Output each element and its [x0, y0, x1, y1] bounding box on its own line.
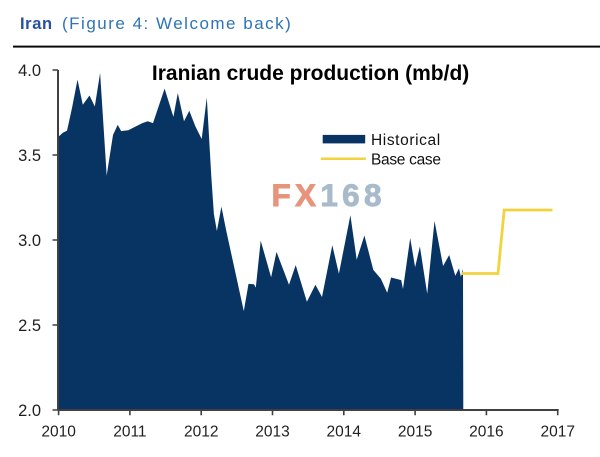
svg-text:4.0: 4.0 [18, 62, 41, 80]
svg-text:2015: 2015 [398, 423, 432, 440]
svg-text:2013: 2013 [255, 423, 289, 440]
svg-text:2017: 2017 [540, 423, 574, 440]
svg-text:2010: 2010 [41, 423, 76, 440]
svg-text:2012: 2012 [184, 423, 218, 440]
svg-text:2014: 2014 [327, 423, 362, 440]
svg-text:3.5: 3.5 [18, 147, 41, 165]
svg-text:2011: 2011 [113, 423, 146, 440]
svg-text:Iranian crude production (mb/d: Iranian crude production (mb/d) [152, 62, 469, 85]
svg-text:Iran: Iran [20, 15, 53, 33]
svg-text:(Figure 4: Welcome back): (Figure 4: Welcome back) [62, 14, 292, 33]
svg-text:FX168: FX168 [272, 177, 386, 213]
svg-text:3.0: 3.0 [18, 232, 41, 250]
svg-text:Historical: Historical [371, 132, 441, 149]
svg-text:2016: 2016 [469, 423, 503, 440]
svg-text:Base case: Base case [371, 152, 441, 169]
svg-text:2.0: 2.0 [18, 402, 41, 420]
svg-text:2.5: 2.5 [18, 317, 41, 335]
